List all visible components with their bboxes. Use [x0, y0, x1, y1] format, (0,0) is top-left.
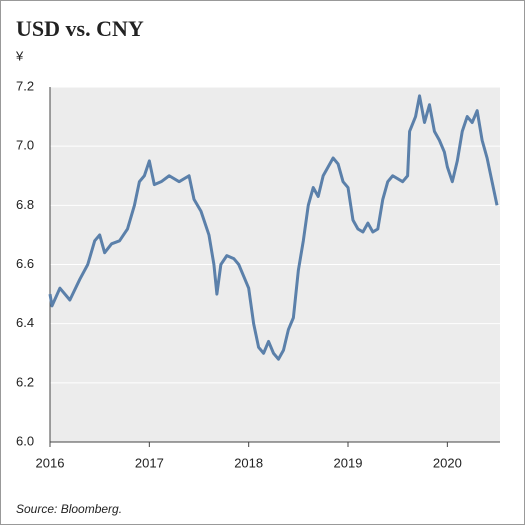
y-tick-label: 7.2: [16, 78, 34, 93]
y-tick-label: 6.8: [16, 197, 34, 212]
x-tick-label: 2018: [234, 455, 263, 470]
x-tick-label: 2017: [135, 455, 164, 470]
y-unit: ¥: [15, 48, 24, 63]
x-tick-label: 2019: [334, 455, 363, 470]
y-tick-label: 6.4: [16, 315, 34, 330]
x-tick-label: 2020: [433, 455, 462, 470]
x-tick-label: 2016: [36, 455, 65, 470]
y-tick-label: 6.0: [16, 433, 34, 448]
source: Source: Bloomberg.: [16, 502, 122, 516]
y-tick-label: 6.6: [16, 256, 34, 271]
y-tick-label: 6.2: [16, 374, 34, 389]
y-tick-label: 7.0: [16, 138, 34, 153]
line: [48, 94, 499, 361]
chart-title: USD vs. CNY: [16, 16, 144, 41]
